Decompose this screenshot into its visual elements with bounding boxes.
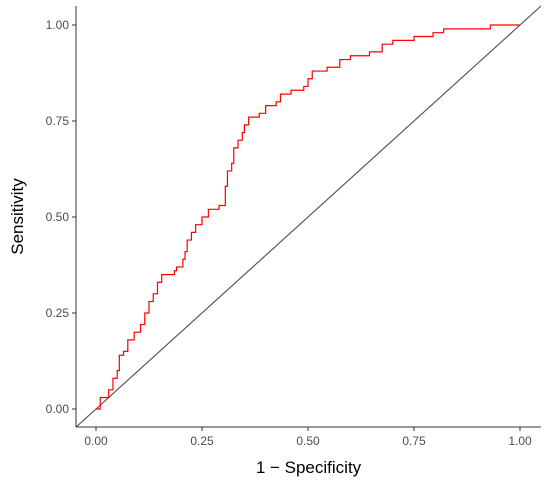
y-axis-title: Sensitivity <box>8 178 27 255</box>
axes: 0.00 0.25 0.50 0.75 1.00 0.00 0.25 0.50 0.75 1.00 <box>46 6 541 448</box>
x-tick-label: 0.25 <box>190 434 214 448</box>
x-axis-title: 1 − Specificity <box>256 458 362 477</box>
y-tick-label: 0.25 <box>46 306 70 320</box>
y-tick-label: 0.00 <box>46 402 70 416</box>
x-tick-label: 0.00 <box>84 434 108 448</box>
plot-area <box>75 5 542 428</box>
y-tick-label: 0.50 <box>46 210 70 224</box>
x-tick-label: 0.75 <box>402 434 426 448</box>
y-tick-label: 0.75 <box>46 114 70 128</box>
x-tick-label: 0.50 <box>296 434 320 448</box>
roc-curve-series-0 <box>96 24 520 410</box>
x-tick-label: 1.00 <box>508 434 532 448</box>
y-tick-label: 1.00 <box>46 18 70 32</box>
reference-diagonal-line <box>75 5 542 428</box>
